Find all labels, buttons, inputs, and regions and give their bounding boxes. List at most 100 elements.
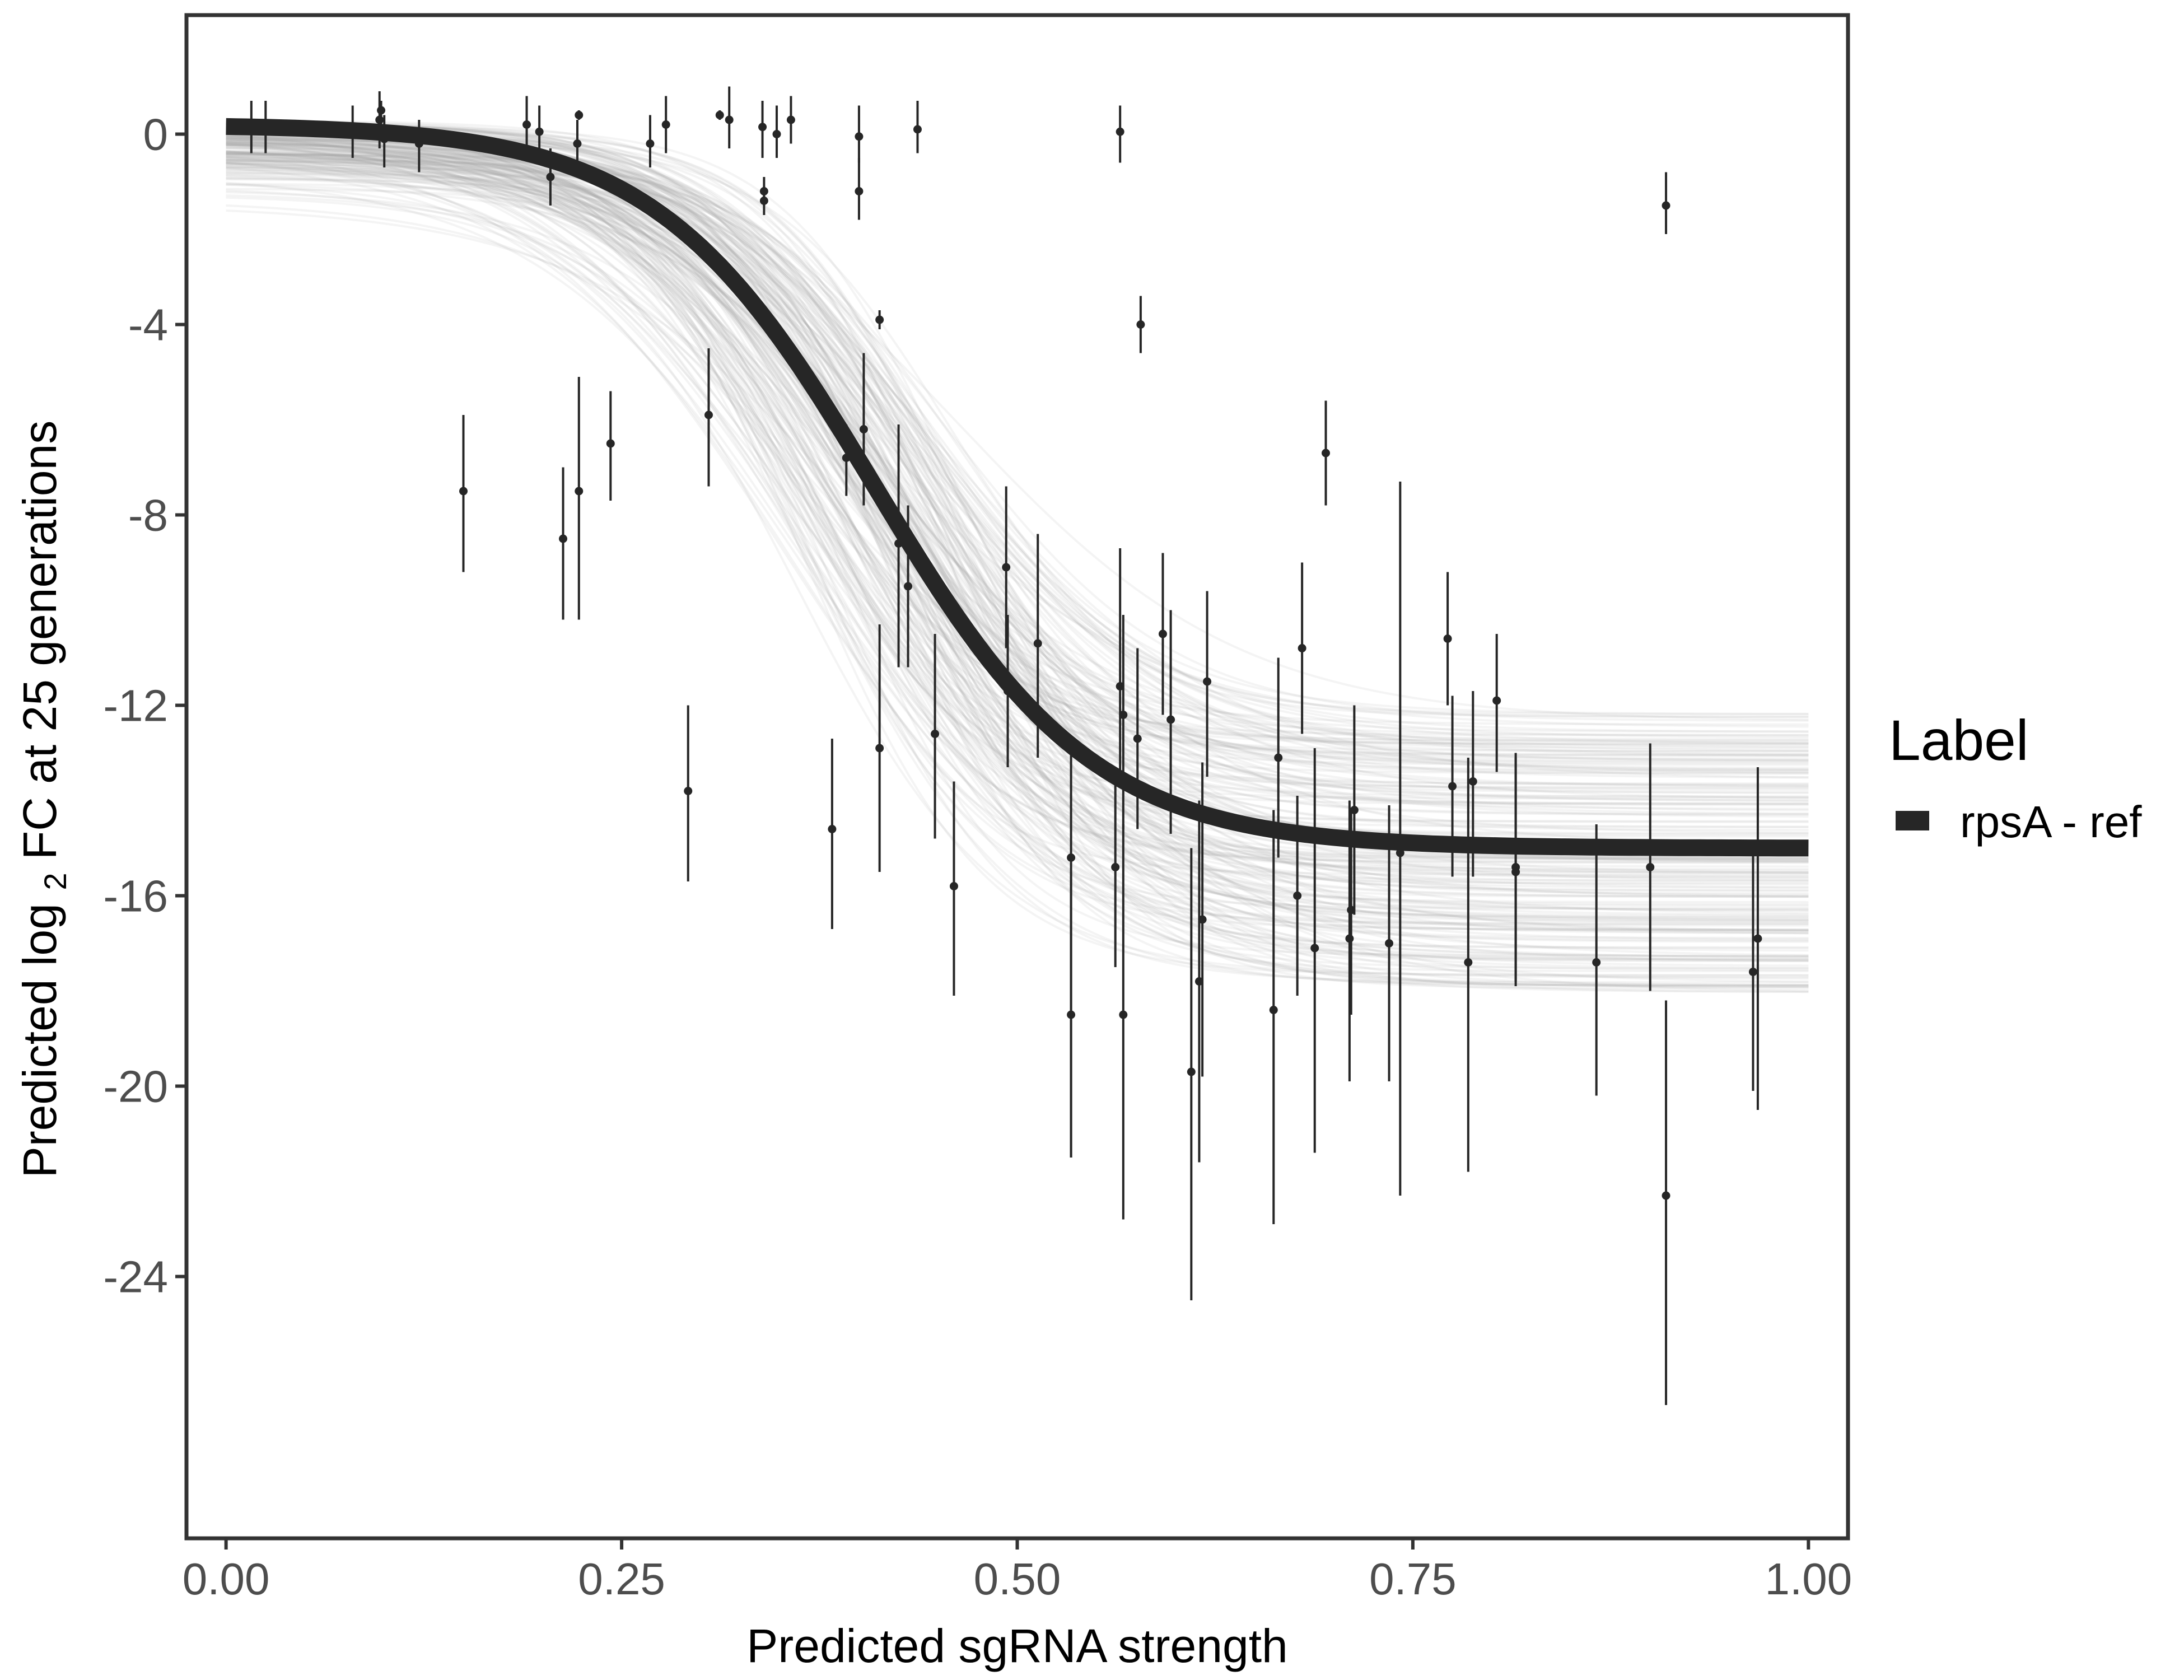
posterior-draw [226, 136, 1809, 912]
data-point [1464, 958, 1473, 967]
posterior-draw [226, 166, 1809, 906]
data-point [904, 582, 913, 591]
posterior-draw [226, 142, 1809, 921]
y-axis-title-subscript: 2 [38, 873, 73, 890]
posterior-draw [226, 146, 1809, 874]
x-tick-label: 0.50 [974, 1554, 1061, 1604]
y-tick-label: -12 [103, 681, 168, 731]
posterior-draw [226, 134, 1809, 744]
posterior-draw [226, 178, 1809, 903]
posterior-draw [226, 150, 1809, 753]
posterior-draw [226, 164, 1809, 911]
posterior-draw [226, 120, 1809, 816]
posterior-draw [226, 150, 1809, 961]
posterior-draw [226, 142, 1809, 757]
posterior-draw [226, 159, 1809, 898]
posterior-draw [226, 151, 1809, 886]
data-point [546, 172, 555, 181]
data-point [1187, 1067, 1196, 1076]
data-point [1067, 853, 1076, 862]
data-point [1293, 892, 1302, 900]
posterior-draw [226, 131, 1809, 932]
posterior-draw [226, 138, 1809, 983]
posterior-draw [226, 138, 1809, 988]
data-point [1004, 687, 1012, 696]
posterior-draw [226, 147, 1809, 863]
posterior-draw [226, 139, 1809, 834]
posterior-draw [226, 136, 1809, 969]
posterior-draw [226, 153, 1809, 771]
data-point [725, 115, 734, 124]
data-point [913, 125, 922, 134]
posterior-draw [226, 141, 1809, 988]
data-point [1203, 677, 1212, 686]
data-point [1119, 711, 1128, 719]
data-point [1310, 944, 1319, 953]
x-tick-label: 0.00 [183, 1554, 270, 1604]
posterior-draw [226, 120, 1809, 960]
data-point [1033, 639, 1042, 648]
posterior-draw [226, 183, 1809, 898]
y-axis: 0 -4 -8 -12 -16 -20 -24 [103, 110, 186, 1302]
y-axis-title: Predicted log 2 FC at 25 generations [13, 421, 76, 1178]
data-point [875, 744, 884, 753]
posterior-draw [226, 143, 1809, 752]
posterior-draw [226, 140, 1809, 836]
posterior-draw [226, 127, 1809, 931]
data-point [1198, 915, 1207, 924]
legend: Label rpsA - ref [1889, 708, 2142, 847]
data-point [348, 125, 357, 134]
posterior-draw [226, 191, 1809, 932]
posterior-draw [226, 134, 1809, 942]
legend-label: rpsA - ref [1960, 797, 2142, 847]
data-point [1274, 753, 1283, 762]
posterior-draw [226, 143, 1809, 980]
data-point [684, 787, 693, 795]
posterior-draw [226, 134, 1809, 779]
posterior-draw [226, 166, 1809, 972]
data-point [894, 539, 903, 548]
data-point [414, 139, 423, 148]
posterior-draw [226, 166, 1809, 766]
posterior-draw [226, 141, 1809, 755]
posterior-draw [226, 137, 1809, 898]
data-point [1443, 634, 1452, 643]
data-point [786, 115, 795, 124]
posterior-draw [226, 143, 1809, 802]
posterior-draw [226, 196, 1809, 977]
data-point [646, 139, 655, 148]
data-point [842, 454, 851, 462]
posterior-draw [226, 125, 1809, 838]
posterior-draw [226, 134, 1809, 958]
posterior-draw [226, 183, 1809, 881]
data-point [1067, 1010, 1076, 1019]
data-point [828, 825, 837, 833]
posterior-draw [226, 132, 1809, 925]
data-point [606, 439, 615, 448]
data-point [1269, 1006, 1278, 1014]
data-point [1385, 939, 1394, 948]
posterior-draw [226, 129, 1809, 941]
data-point [375, 115, 384, 124]
data-point [1111, 863, 1120, 871]
data-point [859, 425, 868, 433]
y-tick-label: -4 [128, 300, 168, 350]
data-point [1166, 715, 1175, 724]
data-point [1662, 201, 1670, 210]
posterior-draw [226, 153, 1809, 892]
y-tick-label: 0 [143, 110, 169, 160]
posterior-draw [226, 147, 1809, 935]
posterior-draw [226, 126, 1809, 860]
posterior-draw [226, 157, 1809, 898]
posterior-draw [226, 126, 1809, 787]
data-point [772, 130, 781, 138]
posterior-draw [226, 144, 1809, 744]
posterior-draw [226, 119, 1809, 772]
posterior-draw [226, 123, 1809, 790]
posterior-draw [226, 130, 1809, 987]
y-tick-label: -20 [103, 1062, 168, 1112]
posterior-draw [226, 136, 1809, 802]
posterior-draw [226, 162, 1809, 922]
y-tick-label: -24 [103, 1252, 168, 1302]
